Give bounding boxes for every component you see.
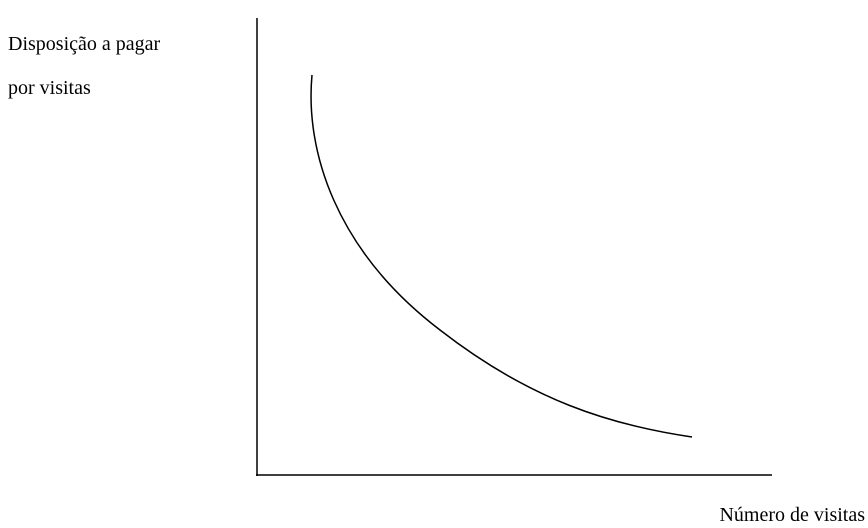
demand-curve bbox=[310, 74, 693, 438]
y-axis-label-line: por visitas bbox=[8, 77, 91, 99]
x-axis-label: Número de visitas bbox=[719, 504, 865, 526]
y-axis-label-line: Disposição a pagar bbox=[8, 33, 161, 55]
